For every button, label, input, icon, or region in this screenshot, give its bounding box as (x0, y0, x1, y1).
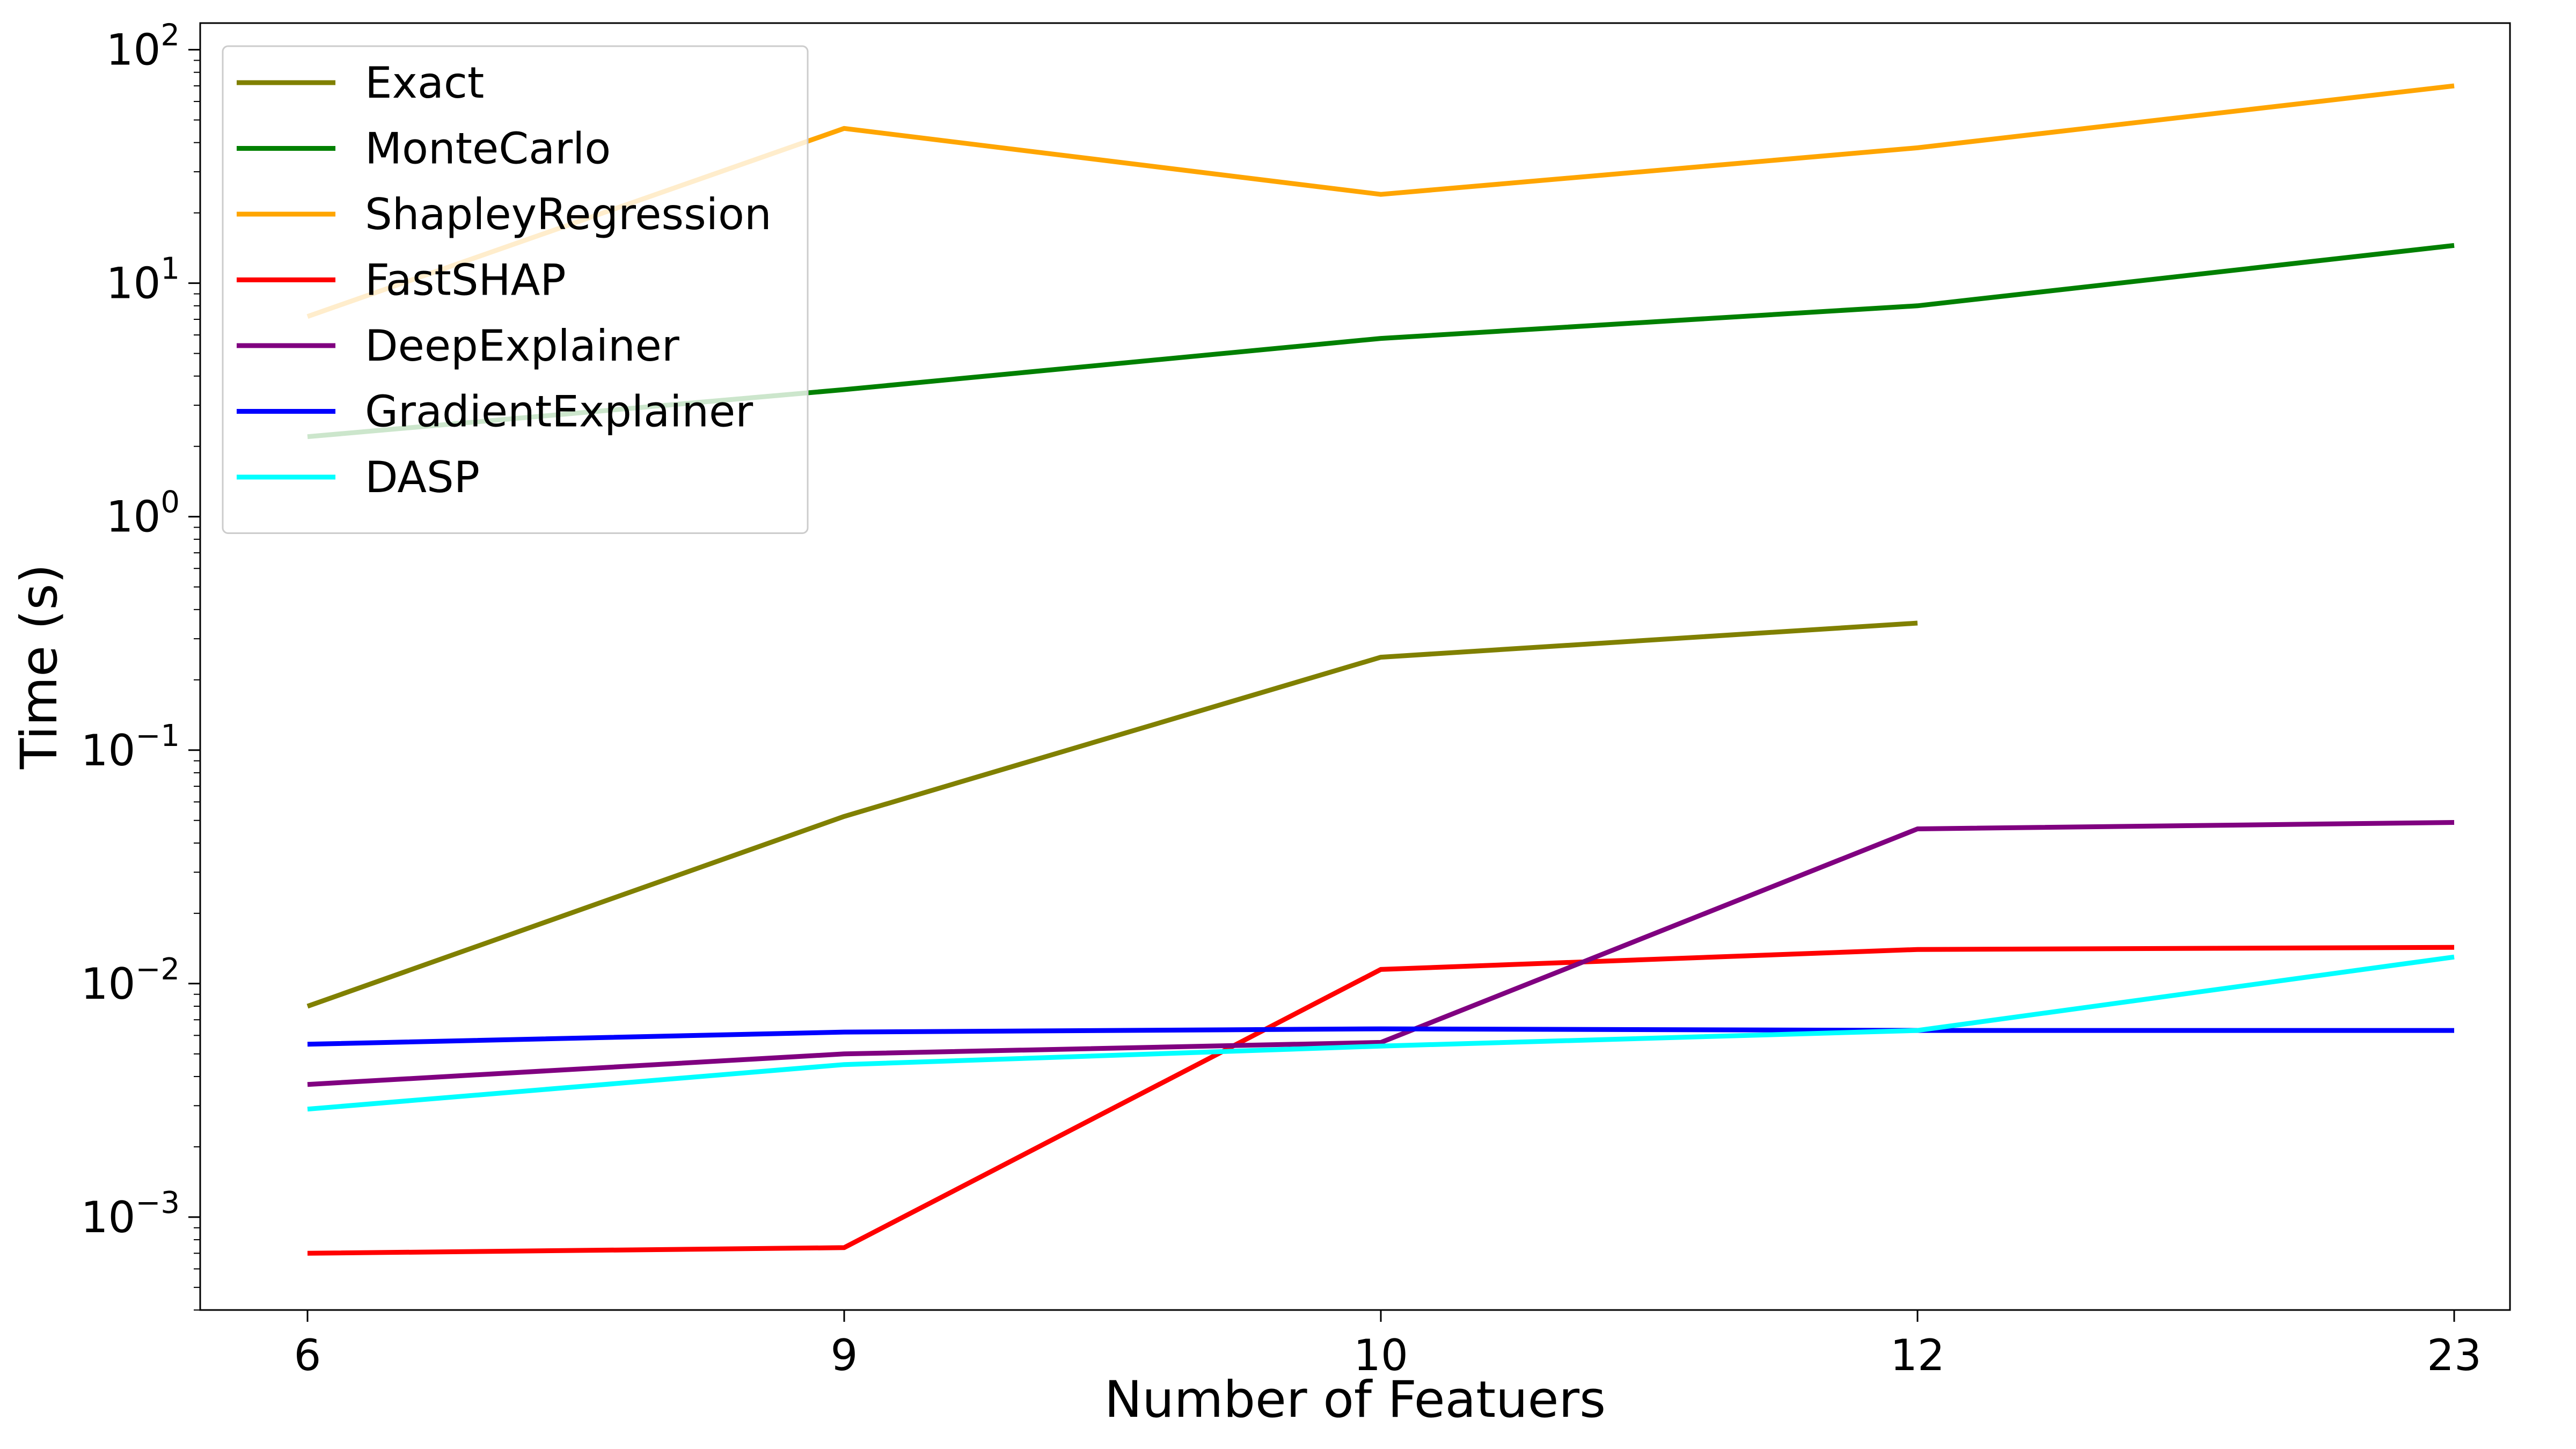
y-tick-label: 10−2 (81, 952, 180, 1009)
series-line-deepexplainer (307, 820, 2455, 1087)
y-tick-exponent: 0 (160, 485, 180, 520)
legend-label-dasp: DASP (365, 452, 480, 502)
plot-frame (199, 22, 2511, 1311)
legend: Exact MonteCarlo ShapleyRegression FastSHAP… (222, 45, 809, 534)
y-tick-base: 10 (106, 492, 161, 542)
x-axis: 6 9 10 12 23 (294, 1310, 2482, 1380)
x-tick-label: 9 (831, 1330, 858, 1380)
y-tick-exponent: −2 (135, 952, 180, 987)
x-tick-label: 10 (1353, 1330, 1408, 1380)
x-tick-label: 12 (1890, 1330, 1945, 1380)
legend-label-gradientexplainer: GradientExplainer (365, 387, 753, 437)
legend-label-deepexplainer: DeepExplainer (365, 321, 679, 371)
x-tick-label: 6 (294, 1330, 321, 1380)
legend-label-fastshap: FastSHAP (365, 255, 566, 305)
y-tick-label: 100 (106, 485, 180, 542)
series-line-exact (306, 620, 1918, 1009)
x-tick-label: 23 (2427, 1330, 2482, 1380)
y-tick-label: 10−1 (81, 719, 180, 775)
series-line-dasp (307, 954, 2455, 1112)
y-tick-base: 10 (81, 726, 136, 775)
y-tick-exponent: 1 (160, 252, 180, 287)
y-axis-title: Time (s) (10, 564, 69, 770)
legend-box (222, 45, 809, 534)
x-axis-title: Number of Featuers (1104, 1371, 1606, 1429)
y-tick-exponent: 2 (160, 18, 180, 53)
y-tick-base: 10 (81, 959, 136, 1009)
series-line-fastshap (307, 945, 2455, 1256)
y-tick-base: 10 (106, 25, 161, 75)
series-line-gradientexplainer (307, 1026, 2454, 1047)
y-tick-label: 101 (106, 252, 180, 309)
y-tick-label: 10−3 (81, 1185, 180, 1242)
legend-label-montecarlo: MonteCarlo (365, 124, 611, 174)
y-tick-label: 102 (106, 18, 180, 75)
y-tick-exponent: −3 (135, 1185, 180, 1220)
y-tick-exponent: −1 (135, 719, 180, 753)
legend-label-shapleyregression: ShapleyRegression (365, 189, 772, 239)
y-tick-base: 10 (81, 1192, 136, 1242)
legend-label-exact: Exact (365, 58, 484, 108)
y-tick-base: 10 (106, 259, 161, 309)
